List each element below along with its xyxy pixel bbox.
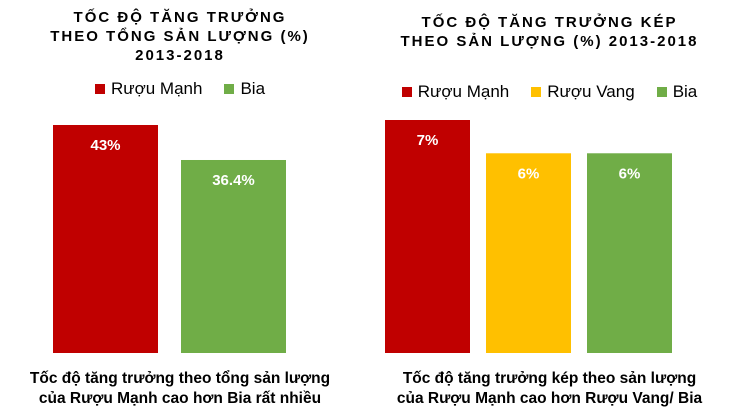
legend-label: Bia [672,82,698,101]
chart-legend: Rượu Mạnh Bia [0,79,360,99]
legend-item-bia: Bia [656,82,698,102]
legend-swatch [94,84,105,94]
caption-line: Tốc độ tăng trưởng kép theo sản lượng [402,370,697,387]
data-label: 6% [518,165,540,182]
legend-swatch [656,87,667,97]
legend-label: Rượu Vang [547,82,635,101]
chart-caption: Tốc độ tăng trưởng kép theo sản lượng củ… [360,369,739,409]
chart-title-line: THEO SẢN LƯỢNG (%) 2013-2018 [400,33,699,50]
chart-caption: Tốc độ tăng trưởng theo tổng sản lượng c… [0,369,360,409]
legend-item-bia: Bia [224,79,265,99]
legend-item-ruou-manh: Rượu Mạnh [94,79,203,99]
chart-title-line: THEO TỔNG SẢN LƯỢNG (%) [50,28,310,45]
bar-3 [587,153,672,353]
legend-swatch [224,84,235,94]
legend-swatch [401,87,412,97]
bar-1 [53,125,158,353]
caption-line: của Rượu Mạnh cao hơn Rượu Vang/ Bia [396,390,703,407]
legend-label: Rượu Mạnh [110,79,203,98]
chart-title-line: TỐC ĐỘ TĂNG TRƯỞNG KÉP [421,14,678,31]
bar-plot-area: 43% 36.4% [53,125,286,353]
legend-item-ruou-manh: Rượu Mạnh [401,82,510,102]
bar-2 [486,153,571,353]
data-label: 36.4% [212,172,255,189]
legend-label: Rượu Mạnh [417,82,510,101]
data-label: 43% [90,137,120,154]
bar-1 [385,120,470,353]
chart-title: TỐC ĐỘ TĂNG TRƯỞNG THEO TỔNG SẢN LƯỢNG (… [0,8,360,65]
legend-label: Bia [240,79,266,98]
chart-panel-cagr: TỐC ĐỘ TĂNG TRƯỞNG KÉP THEO SẢN LƯỢNG (%… [360,0,739,419]
legend-item-ruou-vang: Rượu Vang [531,82,635,102]
chart-legend: Rượu Mạnh Rượu Vang Bia [360,82,739,102]
chart-panel-total-growth: TỐC ĐỘ TĂNG TRƯỞNG THEO TỔNG SẢN LƯỢNG (… [0,0,360,419]
legend-swatch [531,87,542,97]
chart-title-line: 2013-2018 [135,47,225,64]
caption-line: Tốc độ tăng trưởng theo tổng sản lượng [29,370,331,387]
bar-plot-area: 7% 6% 6% [385,120,672,353]
chart-title: TỐC ĐỘ TĂNG TRƯỞNG KÉP THEO SẢN LƯỢNG (%… [360,13,739,51]
data-label: 7% [417,132,439,149]
data-label: 6% [619,165,641,182]
caption-line: của Rượu Mạnh cao hơn Bia rất nhiều [38,390,322,407]
chart-title-line: TỐC ĐỘ TĂNG TRƯỞNG [73,9,287,26]
bar-2 [181,159,286,353]
